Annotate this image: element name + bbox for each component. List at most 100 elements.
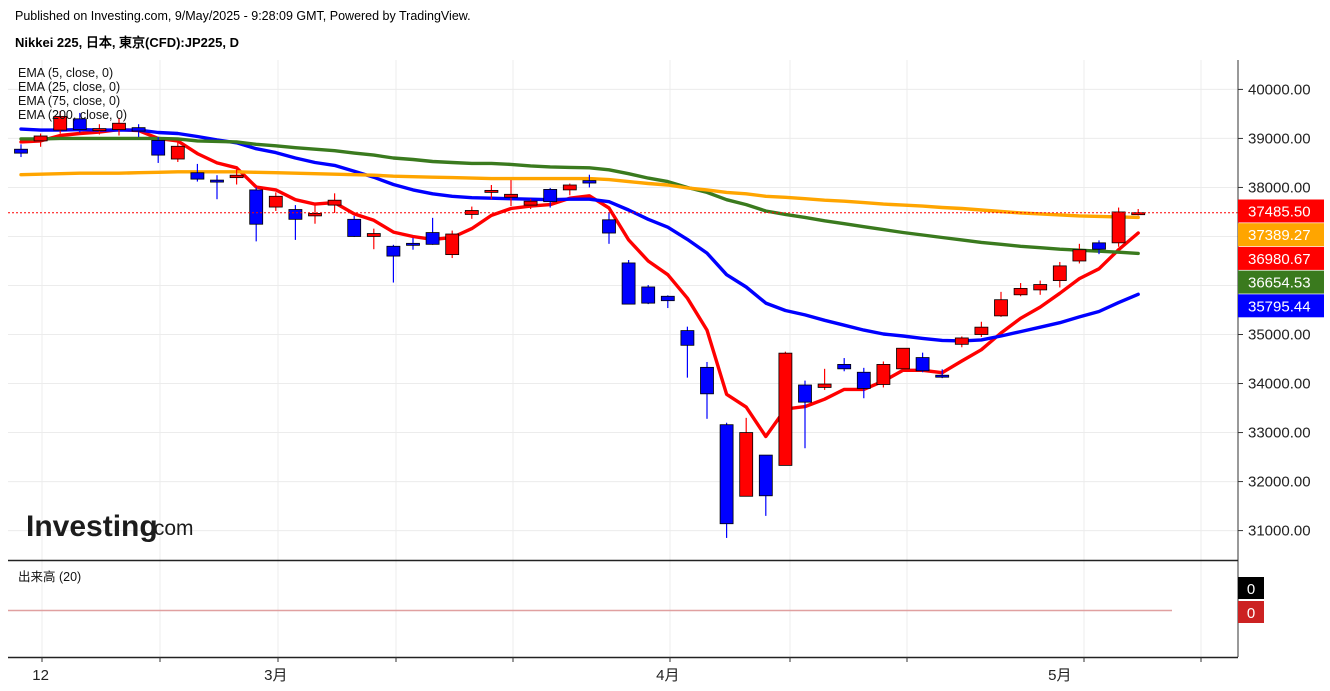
candle-body — [249, 189, 264, 225]
candle-body — [915, 357, 930, 372]
time-axis[interactable]: 12 3月 4月 5月 — [32, 657, 1202, 684]
candle-body — [1033, 284, 1048, 291]
candle-body — [170, 145, 185, 160]
candle-body — [1131, 212, 1146, 216]
volume-badge-label: 0 — [1247, 581, 1255, 598]
candle-down — [131, 124, 146, 137]
candle-body — [641, 286, 656, 304]
candle-body — [896, 347, 910, 370]
candle-down — [680, 326, 695, 378]
candle-down — [386, 244, 401, 283]
candle-down — [915, 352, 930, 373]
candle-body — [268, 195, 283, 208]
candle-down — [582, 174, 597, 188]
candle-body — [1052, 265, 1067, 281]
candle-down — [347, 215, 362, 237]
volume-label: 出来高 (20) — [18, 569, 81, 584]
candle-body — [14, 148, 28, 154]
logo-wordmark: Investing — [26, 510, 158, 543]
candle-up — [739, 417, 754, 497]
candle-down — [14, 144, 28, 158]
candle-up — [876, 361, 891, 388]
candle-down — [1092, 240, 1106, 255]
price-badges: 37485.50 37389.27 36980.67 36654.53 35795.44 — [1238, 199, 1324, 318]
candle-down — [935, 369, 950, 379]
candle-down — [660, 295, 675, 309]
price-badge-bg — [1238, 223, 1324, 247]
candle-body — [562, 184, 577, 191]
candle-up — [1052, 261, 1067, 288]
candle-up — [112, 117, 126, 136]
candle-body — [582, 180, 597, 184]
price-badge: 36980.67 — [1238, 246, 1324, 270]
candle-down — [406, 237, 420, 250]
price-badge-label: 37389.27 — [1248, 227, 1311, 244]
candle-body — [53, 115, 68, 131]
y-tick-label: 38000.00 — [1248, 179, 1311, 196]
instrument-title: Nikkei 225, 日本, 東京(CFD):JP225, D — [15, 35, 239, 50]
candle-body — [504, 193, 518, 198]
candle-up — [92, 124, 107, 135]
candle-down — [758, 454, 773, 516]
candle-up — [974, 321, 989, 337]
price-badge: 37389.27 — [1238, 223, 1324, 247]
candle-up — [523, 199, 538, 210]
price-badge: 37485.50 — [1238, 199, 1324, 223]
volume-badge-label: 0 — [1247, 605, 1255, 622]
volume-badge: 0 — [1238, 577, 1264, 599]
candle-body — [288, 209, 303, 220]
candle-up — [170, 142, 185, 162]
candle-body — [719, 424, 734, 525]
y-tick-label: 31000.00 — [1248, 523, 1311, 540]
price-badge-label: 37485.50 — [1248, 204, 1311, 221]
candle-body — [72, 118, 87, 131]
legend-ema200: EMA (200, close, 0) — [18, 108, 127, 122]
candle-body — [308, 213, 322, 217]
candle-body — [876, 364, 891, 385]
volume-badge: 0 — [1238, 601, 1264, 623]
candle-up — [308, 205, 322, 224]
volume-badge-bg — [1238, 601, 1264, 623]
candle-body — [523, 200, 538, 206]
candle-up — [1131, 209, 1146, 216]
candle-down — [249, 187, 264, 242]
candle-body — [680, 330, 695, 346]
x-tick-label: 4月 — [656, 667, 679, 684]
candle-up — [778, 351, 793, 466]
price-badge-bg — [1238, 246, 1324, 270]
candle-body — [954, 337, 969, 345]
candle-down — [621, 260, 636, 305]
candle-up — [504, 180, 518, 207]
candle-up — [1013, 283, 1028, 297]
ema5-line — [19, 127, 1140, 439]
published-caption: Published on Investing.com, 9/May/2025 -… — [15, 9, 471, 23]
candle-up — [229, 169, 244, 185]
candle-body — [758, 454, 773, 497]
price-badge-label: 35795.44 — [1248, 298, 1311, 315]
candle-up — [53, 110, 68, 134]
candle-down — [700, 361, 714, 419]
logo-suffix: .com — [148, 517, 194, 540]
candle-body — [621, 262, 636, 305]
candle-up — [1111, 207, 1126, 247]
ema25-line — [19, 127, 1140, 343]
candle-down — [543, 187, 558, 208]
candle-body — [778, 352, 793, 466]
legend-ema5: EMA (5, close, 0) — [18, 66, 113, 80]
candle-body — [151, 139, 166, 156]
volume-badge-bg — [1238, 577, 1264, 599]
x-tick-label: 5月 — [1048, 667, 1071, 684]
chart-frame — [8, 60, 1239, 659]
price-badge: 35795.44 — [1238, 294, 1324, 318]
ema-lines — [19, 127, 1140, 439]
candle-body — [131, 127, 146, 132]
y-tick-label: 32000.00 — [1248, 474, 1311, 491]
candle-body — [229, 174, 244, 179]
investing-logo: Investing .com — [26, 510, 194, 543]
candle-down — [856, 367, 871, 399]
candle-up — [994, 291, 1008, 317]
y-tick-label: 34000.00 — [1248, 376, 1311, 393]
candles — [8, 110, 1238, 538]
candle-up — [896, 347, 910, 372]
